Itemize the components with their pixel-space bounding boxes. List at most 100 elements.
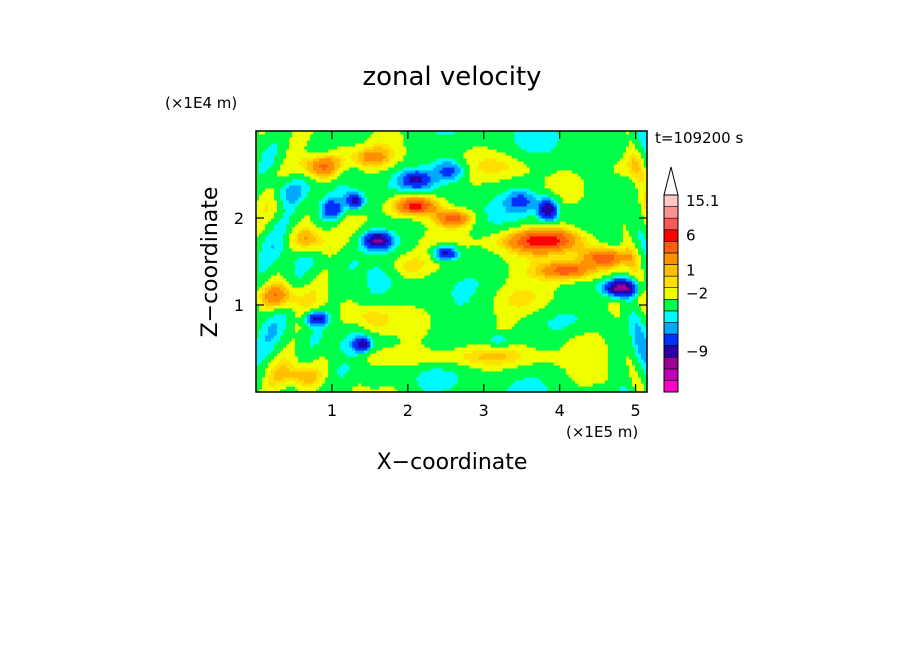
field-cell <box>268 293 272 297</box>
field-cell <box>556 374 561 378</box>
field-cell <box>553 338 558 342</box>
field-cell <box>319 281 323 285</box>
field-cell <box>415 356 419 360</box>
field-cell <box>361 308 365 312</box>
field-cell <box>484 332 489 336</box>
field-cell <box>289 341 293 345</box>
field-cell <box>556 332 561 336</box>
field-cell <box>448 314 452 318</box>
field-cell <box>370 374 374 378</box>
field-cell <box>304 353 308 357</box>
field-cell <box>367 341 371 345</box>
field-cell <box>637 386 642 390</box>
field-cell <box>565 302 570 306</box>
field-cell <box>325 341 329 345</box>
field-cell <box>613 368 618 372</box>
field-cell <box>259 305 263 309</box>
field-cell <box>526 278 531 282</box>
field-cell <box>397 290 401 294</box>
field-cell <box>415 299 419 303</box>
field-cell <box>424 311 428 315</box>
field-cell <box>370 359 374 363</box>
field-cell <box>328 344 332 348</box>
field-cell <box>532 314 537 318</box>
field-cell <box>514 308 519 312</box>
field-cell <box>391 374 395 378</box>
field-cell <box>409 329 413 333</box>
field-cell <box>604 377 609 381</box>
field-cell <box>436 341 440 345</box>
field-cell <box>526 308 531 312</box>
field-cell <box>283 359 287 363</box>
field-cell <box>337 302 341 306</box>
field-cell <box>421 281 425 285</box>
field-cell <box>304 338 308 342</box>
field-cell <box>301 302 305 306</box>
field-cell <box>553 323 558 327</box>
field-cell <box>520 389 525 392</box>
field-cell <box>295 374 299 378</box>
field-cell <box>601 389 606 392</box>
field-cell <box>343 287 347 291</box>
field-cell <box>451 287 456 291</box>
field-cell <box>334 329 338 333</box>
field-cell <box>559 335 564 339</box>
field-cell <box>325 287 329 291</box>
field-cell <box>523 287 528 291</box>
field-cell <box>589 296 594 300</box>
field-cell <box>508 347 513 351</box>
field-cell <box>349 380 353 384</box>
field-cell <box>604 308 609 312</box>
field-cell <box>355 344 359 348</box>
field-cell <box>421 287 425 291</box>
field-cell <box>460 383 465 387</box>
field-cell <box>487 341 492 345</box>
field-cell <box>604 362 609 366</box>
field-cell <box>463 338 468 342</box>
field-cell <box>451 284 456 288</box>
field-cell <box>295 386 299 390</box>
field-cell <box>445 362 449 366</box>
field-cell <box>493 335 498 339</box>
field-cell <box>316 320 320 324</box>
field-cell <box>349 347 353 351</box>
field-cell <box>331 353 335 357</box>
field-cell <box>514 287 519 291</box>
field-cell <box>487 323 492 327</box>
field-cell <box>505 359 510 363</box>
field-cell <box>382 353 386 357</box>
field-cell <box>553 347 558 351</box>
field-cell <box>634 347 639 351</box>
field-cell <box>442 281 446 285</box>
field-cell <box>403 317 407 321</box>
field-cell <box>640 335 645 339</box>
field-cell <box>328 371 332 375</box>
field-cell <box>397 287 401 291</box>
field-cell <box>559 296 564 300</box>
field-cell <box>571 296 576 300</box>
field-cell <box>628 305 633 309</box>
field-cell <box>586 341 591 345</box>
field-cell <box>559 320 564 324</box>
field-cell <box>430 329 434 333</box>
field-cell <box>466 308 471 312</box>
field-cell <box>280 293 284 297</box>
field-cell <box>301 323 305 327</box>
field-cell <box>607 317 612 321</box>
field-cell <box>490 368 495 372</box>
field-cell <box>427 368 431 372</box>
field-cell <box>346 290 350 294</box>
field-cell <box>322 368 326 372</box>
field-cell <box>514 380 519 384</box>
field-cell <box>373 326 377 330</box>
field-cell <box>535 332 540 336</box>
field-cell <box>577 317 582 321</box>
field-cell <box>256 311 260 315</box>
field-cell <box>313 296 317 300</box>
field-cell <box>256 380 260 384</box>
field-cell <box>478 308 483 312</box>
field-cell <box>601 353 606 357</box>
field-cell <box>466 356 471 360</box>
field-cell <box>526 284 531 288</box>
field-cell <box>592 317 597 321</box>
